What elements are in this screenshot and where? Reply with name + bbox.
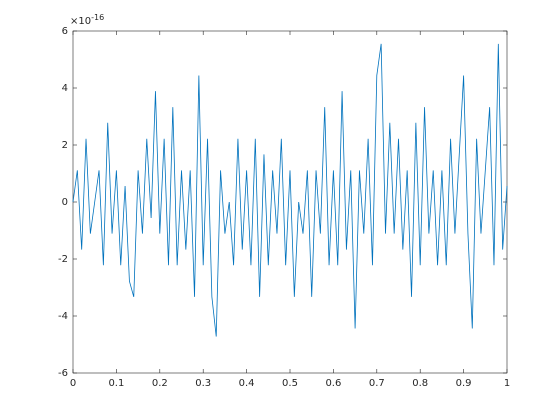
x-tick-label: 0.5	[282, 378, 298, 389]
y-tick-label: -6	[58, 368, 68, 379]
y-tick-label: -2	[58, 254, 68, 265]
x-tick-label: 0	[70, 378, 76, 389]
plot-area	[72, 30, 508, 374]
exponent-base: ×10	[70, 16, 91, 27]
y-exponent: ×10-16	[70, 13, 104, 28]
x-tick-label: 0.9	[456, 378, 472, 389]
x-tick-label: 0.1	[108, 378, 124, 389]
x-tick-label: 0.3	[195, 378, 211, 389]
y-tick-label: -4	[58, 311, 68, 322]
x-tick-label: 0.4	[239, 378, 255, 389]
x-tick-label: 0.7	[369, 378, 385, 389]
x-tick-label: 0.2	[152, 378, 168, 389]
y-tick-label: 4	[62, 83, 68, 94]
x-tick-label: 0.8	[412, 378, 428, 389]
x-tick-label: 1	[504, 378, 510, 389]
exponent-power: -16	[91, 13, 104, 22]
data-line	[72, 43, 508, 337]
y-tick-label: 2	[62, 140, 68, 151]
y-tick-label: 0	[62, 197, 68, 208]
y-tick-label: 6	[62, 26, 68, 37]
x-tick-label: 0.6	[325, 378, 341, 389]
